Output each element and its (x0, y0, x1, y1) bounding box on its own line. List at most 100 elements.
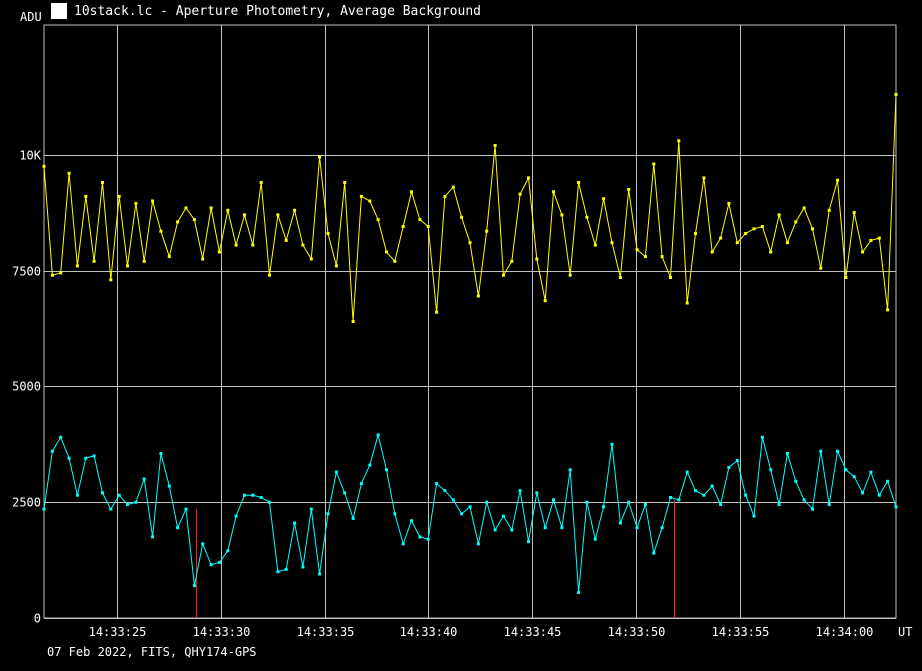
series-2-point (435, 482, 439, 486)
series-2-point (217, 560, 221, 564)
series-1-point (794, 220, 798, 224)
series-1-point (192, 218, 196, 222)
series-2-point (368, 463, 372, 467)
series-2-point (59, 435, 63, 439)
event-markers (196, 499, 675, 618)
series-1-point (552, 190, 555, 194)
series-1-point (635, 248, 639, 252)
series-1-point (811, 227, 814, 231)
series-2-point (151, 535, 155, 539)
y-tick-label: 10K (19, 149, 41, 163)
series-1-point (685, 301, 689, 305)
series-1-point (669, 276, 672, 279)
series-1-point (702, 176, 706, 180)
series-1-point (201, 257, 205, 261)
series-2-point (201, 542, 205, 546)
series-2-line (43, 433, 897, 593)
series-1-point (359, 194, 363, 198)
series-1-point (109, 278, 113, 282)
series-1-point (50, 273, 54, 277)
series-2-point (485, 500, 489, 504)
series-2-point (167, 484, 171, 488)
series-2-point (75, 493, 79, 497)
series-2-point (176, 526, 180, 530)
series-1-point (426, 225, 430, 228)
series-1-point (760, 225, 764, 228)
series-2-point (192, 584, 196, 588)
series-2-point (694, 489, 697, 493)
series-2-point (886, 479, 890, 483)
series-2-point (460, 512, 464, 516)
series-1-point (460, 215, 464, 219)
series-1-point (209, 206, 213, 210)
series-2-point (877, 493, 881, 497)
series-2-point (426, 537, 430, 541)
series-2-point (785, 452, 789, 455)
series-1-point (643, 255, 647, 259)
series-1-point (501, 273, 505, 277)
series-1-point (493, 144, 497, 147)
series-1-point (401, 225, 405, 228)
series-2-point (568, 468, 572, 472)
series-2-point (159, 452, 163, 455)
series-1-point (677, 139, 681, 143)
y-axis-label: ADU (20, 10, 42, 24)
series-2-point (385, 468, 388, 472)
series-2-point (618, 521, 622, 525)
series-2-point (527, 540, 530, 544)
series-2-point (326, 512, 330, 516)
series-1-point (752, 227, 756, 231)
series-2-point (293, 521, 297, 525)
series-2-point (343, 491, 347, 495)
series-1-point (836, 178, 839, 182)
series-1-point (385, 250, 388, 254)
series-1-point (67, 171, 71, 175)
series-2-point (844, 468, 848, 472)
series-2-point (802, 498, 806, 502)
series-1-point (869, 238, 873, 242)
series-2-point (652, 551, 656, 555)
series-1-point (535, 257, 539, 261)
series-1-point (618, 276, 622, 279)
series-1-point (443, 194, 447, 198)
series-2-point (393, 512, 397, 516)
series-1-point (719, 236, 723, 240)
series-2-point (101, 491, 104, 495)
series-2-point (451, 498, 455, 502)
footer-info: 07 Feb 2022, FITS, QHY174-GPS (47, 645, 257, 659)
series-1-point (827, 208, 831, 212)
y-tick-label: 5000 (12, 380, 41, 394)
series-2-point (677, 498, 681, 502)
series-2-point (301, 565, 305, 569)
plot-frame (43, 24, 897, 619)
axes: ADU UT 0 2500 5000 7500 10K 14:33:25 14:33:30 1… (12, 10, 912, 639)
y-tick-label: 2500 (12, 496, 41, 510)
series-1-point (861, 250, 865, 254)
x-tick-label: 14:33:50 (608, 625, 666, 639)
series-1-point (735, 241, 739, 245)
series-1-point (819, 266, 823, 270)
series-1-point (894, 93, 898, 96)
series-1-point (142, 259, 146, 263)
x-tick-label: 14:33:55 (712, 625, 770, 639)
series-2-point (126, 503, 129, 506)
series-1-point (652, 162, 656, 166)
series-1-point (777, 213, 781, 217)
series-2-point (493, 528, 497, 532)
x-axis-label: UT (898, 625, 912, 639)
series-2-point (769, 468, 773, 472)
series-2-point (752, 514, 756, 518)
x-tick-label: 14:33:40 (400, 625, 458, 639)
series-1-point (393, 259, 397, 263)
series-2-point (827, 503, 831, 506)
series-2-point (643, 503, 647, 506)
series-1-point (451, 185, 455, 189)
series-2-point (610, 442, 614, 446)
series-1-point (518, 192, 522, 196)
series-1-point (159, 229, 163, 233)
series-2-point (67, 456, 71, 460)
series-1-point (217, 250, 221, 254)
series-2-point (585, 500, 589, 504)
series-2-point (109, 507, 113, 511)
